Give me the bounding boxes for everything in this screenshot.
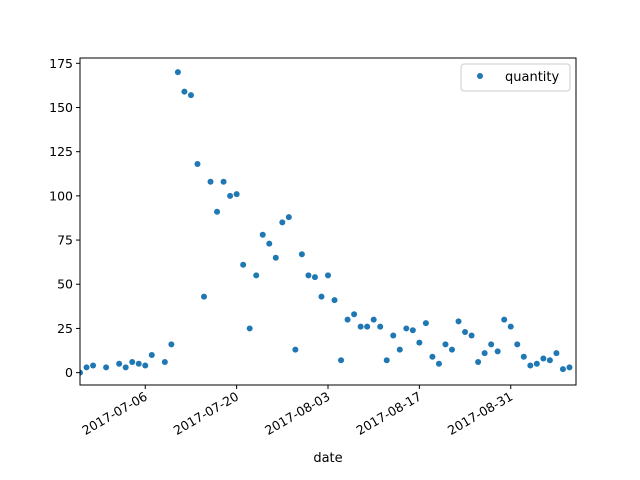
data-point (396, 346, 403, 353)
data-point (90, 362, 97, 369)
legend-label: quantity (505, 70, 560, 85)
x-axis: 2017-07-06 2017-07-20 2017-08-03 2017-08-17… (79, 385, 515, 438)
y-tick-label: 25 (57, 321, 73, 336)
axes-frame (79, 57, 577, 386)
data-point (370, 316, 377, 323)
data-point (507, 323, 514, 330)
data-point (233, 191, 240, 198)
data-point (103, 364, 110, 371)
data-point (403, 325, 410, 332)
data-point (449, 346, 455, 353)
x-tick-label: 2017-08-17 (353, 389, 423, 438)
data-point (533, 360, 540, 367)
data-point (122, 364, 129, 371)
data-point (168, 341, 175, 348)
data-point (142, 362, 149, 369)
data-point (540, 355, 547, 362)
data-point (325, 272, 331, 279)
data-point (318, 293, 325, 300)
data-point (416, 339, 423, 346)
data-point (201, 293, 207, 300)
data-point (455, 318, 462, 325)
data-point (292, 346, 299, 353)
data-point (462, 328, 469, 335)
data-point (207, 178, 214, 185)
data-point (285, 214, 292, 221)
legend-marker (477, 73, 483, 79)
data-point (553, 350, 560, 357)
data-point (174, 69, 181, 76)
data-point (227, 192, 234, 199)
x-tick-label: 2017-07-20 (171, 389, 241, 438)
data-point (390, 332, 397, 339)
data-point (442, 341, 449, 348)
data-point (305, 272, 312, 279)
data-point (240, 261, 247, 268)
data-point (475, 359, 482, 366)
data-point (83, 364, 90, 371)
y-tick-label: 75 (57, 233, 73, 248)
data-point (344, 316, 351, 323)
data-point (331, 297, 338, 304)
y-tick-label: 175 (49, 56, 73, 71)
data-point (429, 353, 436, 360)
data-point (181, 88, 188, 95)
data-point (116, 360, 123, 367)
data-point (364, 323, 371, 330)
data-point (527, 362, 534, 369)
y-tick-label: 125 (49, 144, 73, 159)
data-point (311, 274, 318, 281)
legend: quantity (460, 63, 571, 92)
data-point (520, 353, 527, 360)
data-point (338, 357, 345, 364)
x-tick-label: 2017-08-31 (445, 389, 515, 438)
data-point (80, 369, 83, 376)
y-tick-label: 50 (57, 277, 73, 292)
data-point (266, 240, 273, 247)
y-tick-label: 150 (49, 100, 73, 115)
data-points (80, 69, 573, 376)
legend-box (460, 63, 571, 92)
data-point (559, 366, 566, 373)
data-point (357, 323, 364, 330)
data-point (422, 320, 429, 327)
data-point (246, 325, 253, 332)
data-point (351, 311, 358, 318)
data-point (253, 272, 260, 279)
data-point (501, 316, 508, 323)
y-tick-label: 0 (65, 365, 73, 380)
data-point (148, 351, 155, 358)
data-point (383, 357, 390, 364)
data-point (435, 360, 442, 367)
data-point (409, 327, 416, 334)
y-axis: 0 25 50 75 100 125 150 175 (49, 56, 80, 380)
data-point (468, 332, 475, 339)
data-point (135, 360, 142, 367)
data-point (187, 92, 194, 99)
data-point (494, 348, 501, 355)
y-tick-label: 100 (49, 188, 73, 203)
data-point (161, 359, 168, 366)
x-axis-label: date (313, 451, 342, 466)
x-tick-label: 2017-08-03 (262, 389, 332, 438)
data-point (481, 350, 488, 357)
data-point (129, 359, 136, 366)
data-point (566, 364, 573, 371)
data-point (220, 178, 227, 185)
data-point (514, 341, 521, 348)
data-point (279, 219, 286, 226)
data-point (377, 323, 384, 330)
data-point (298, 251, 305, 258)
data-point (259, 231, 266, 238)
data-point (488, 341, 495, 348)
data-point (214, 208, 221, 215)
data-point (194, 161, 201, 168)
x-tick-label: 2017-07-06 (79, 389, 149, 438)
data-point (546, 357, 553, 364)
data-point (272, 254, 279, 261)
